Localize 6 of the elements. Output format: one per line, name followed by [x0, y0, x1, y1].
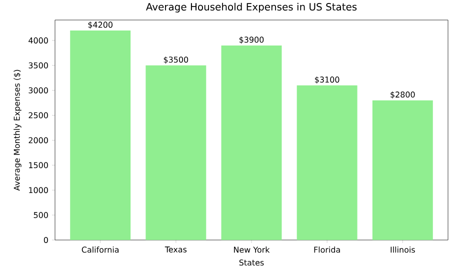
bar: [296, 85, 358, 240]
chart-title: Average Household Expenses in US States: [146, 2, 357, 13]
bar: [372, 100, 433, 240]
bar: [146, 65, 206, 240]
bar: [221, 45, 282, 240]
bar: [70, 30, 131, 240]
